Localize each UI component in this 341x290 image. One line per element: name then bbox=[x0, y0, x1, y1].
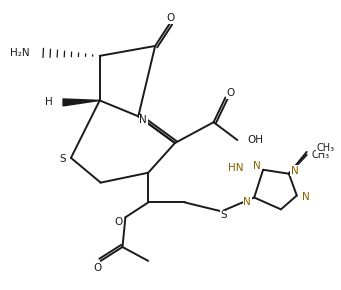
Text: OH: OH bbox=[247, 135, 263, 145]
Text: O: O bbox=[226, 88, 235, 99]
Text: S: S bbox=[220, 210, 227, 220]
Text: O: O bbox=[166, 13, 174, 23]
Text: H₂N: H₂N bbox=[10, 48, 29, 58]
Text: S: S bbox=[60, 154, 66, 164]
Text: CH₃: CH₃ bbox=[316, 143, 335, 153]
Text: HN: HN bbox=[228, 163, 243, 173]
Text: N: N bbox=[302, 193, 310, 202]
Polygon shape bbox=[63, 99, 100, 106]
Text: N: N bbox=[139, 115, 147, 125]
Text: H: H bbox=[45, 97, 53, 107]
Text: N: N bbox=[243, 197, 251, 207]
Text: O: O bbox=[114, 217, 123, 227]
Text: N: N bbox=[253, 161, 261, 171]
Text: O: O bbox=[93, 263, 102, 273]
Text: N: N bbox=[291, 166, 299, 176]
Text: CH₃: CH₃ bbox=[312, 150, 330, 160]
